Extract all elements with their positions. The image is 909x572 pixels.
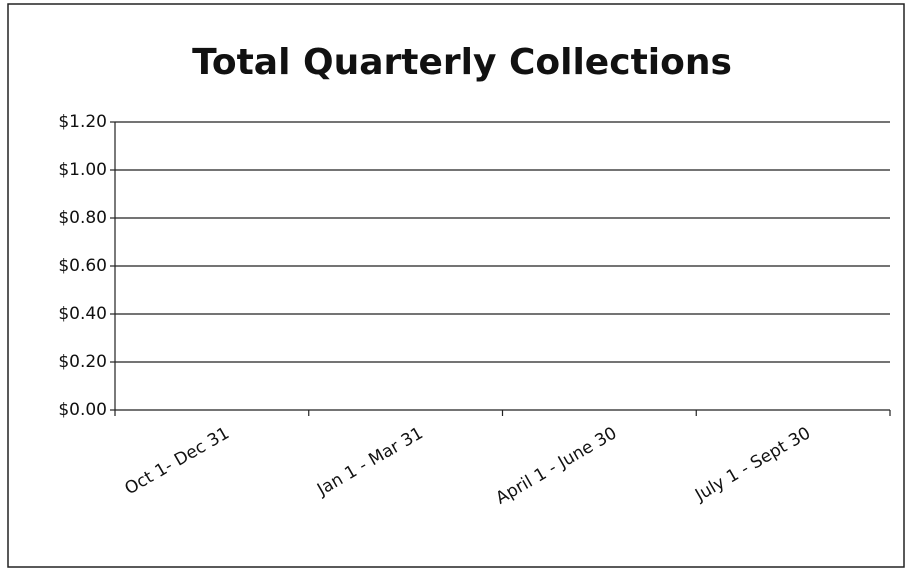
y-tick-label: $1.00 xyxy=(58,160,107,180)
y-tick-label: $0.20 xyxy=(58,352,107,372)
y-tick-label: $1.20 xyxy=(58,112,107,132)
y-tick-label: $0.60 xyxy=(58,256,107,276)
chart-title: Total Quarterly Collections xyxy=(192,42,732,83)
chart-border xyxy=(7,3,905,568)
y-tick-label: $0.00 xyxy=(58,400,107,420)
y-tick-label: $0.80 xyxy=(58,208,107,228)
y-tick-label: $0.40 xyxy=(58,304,107,324)
